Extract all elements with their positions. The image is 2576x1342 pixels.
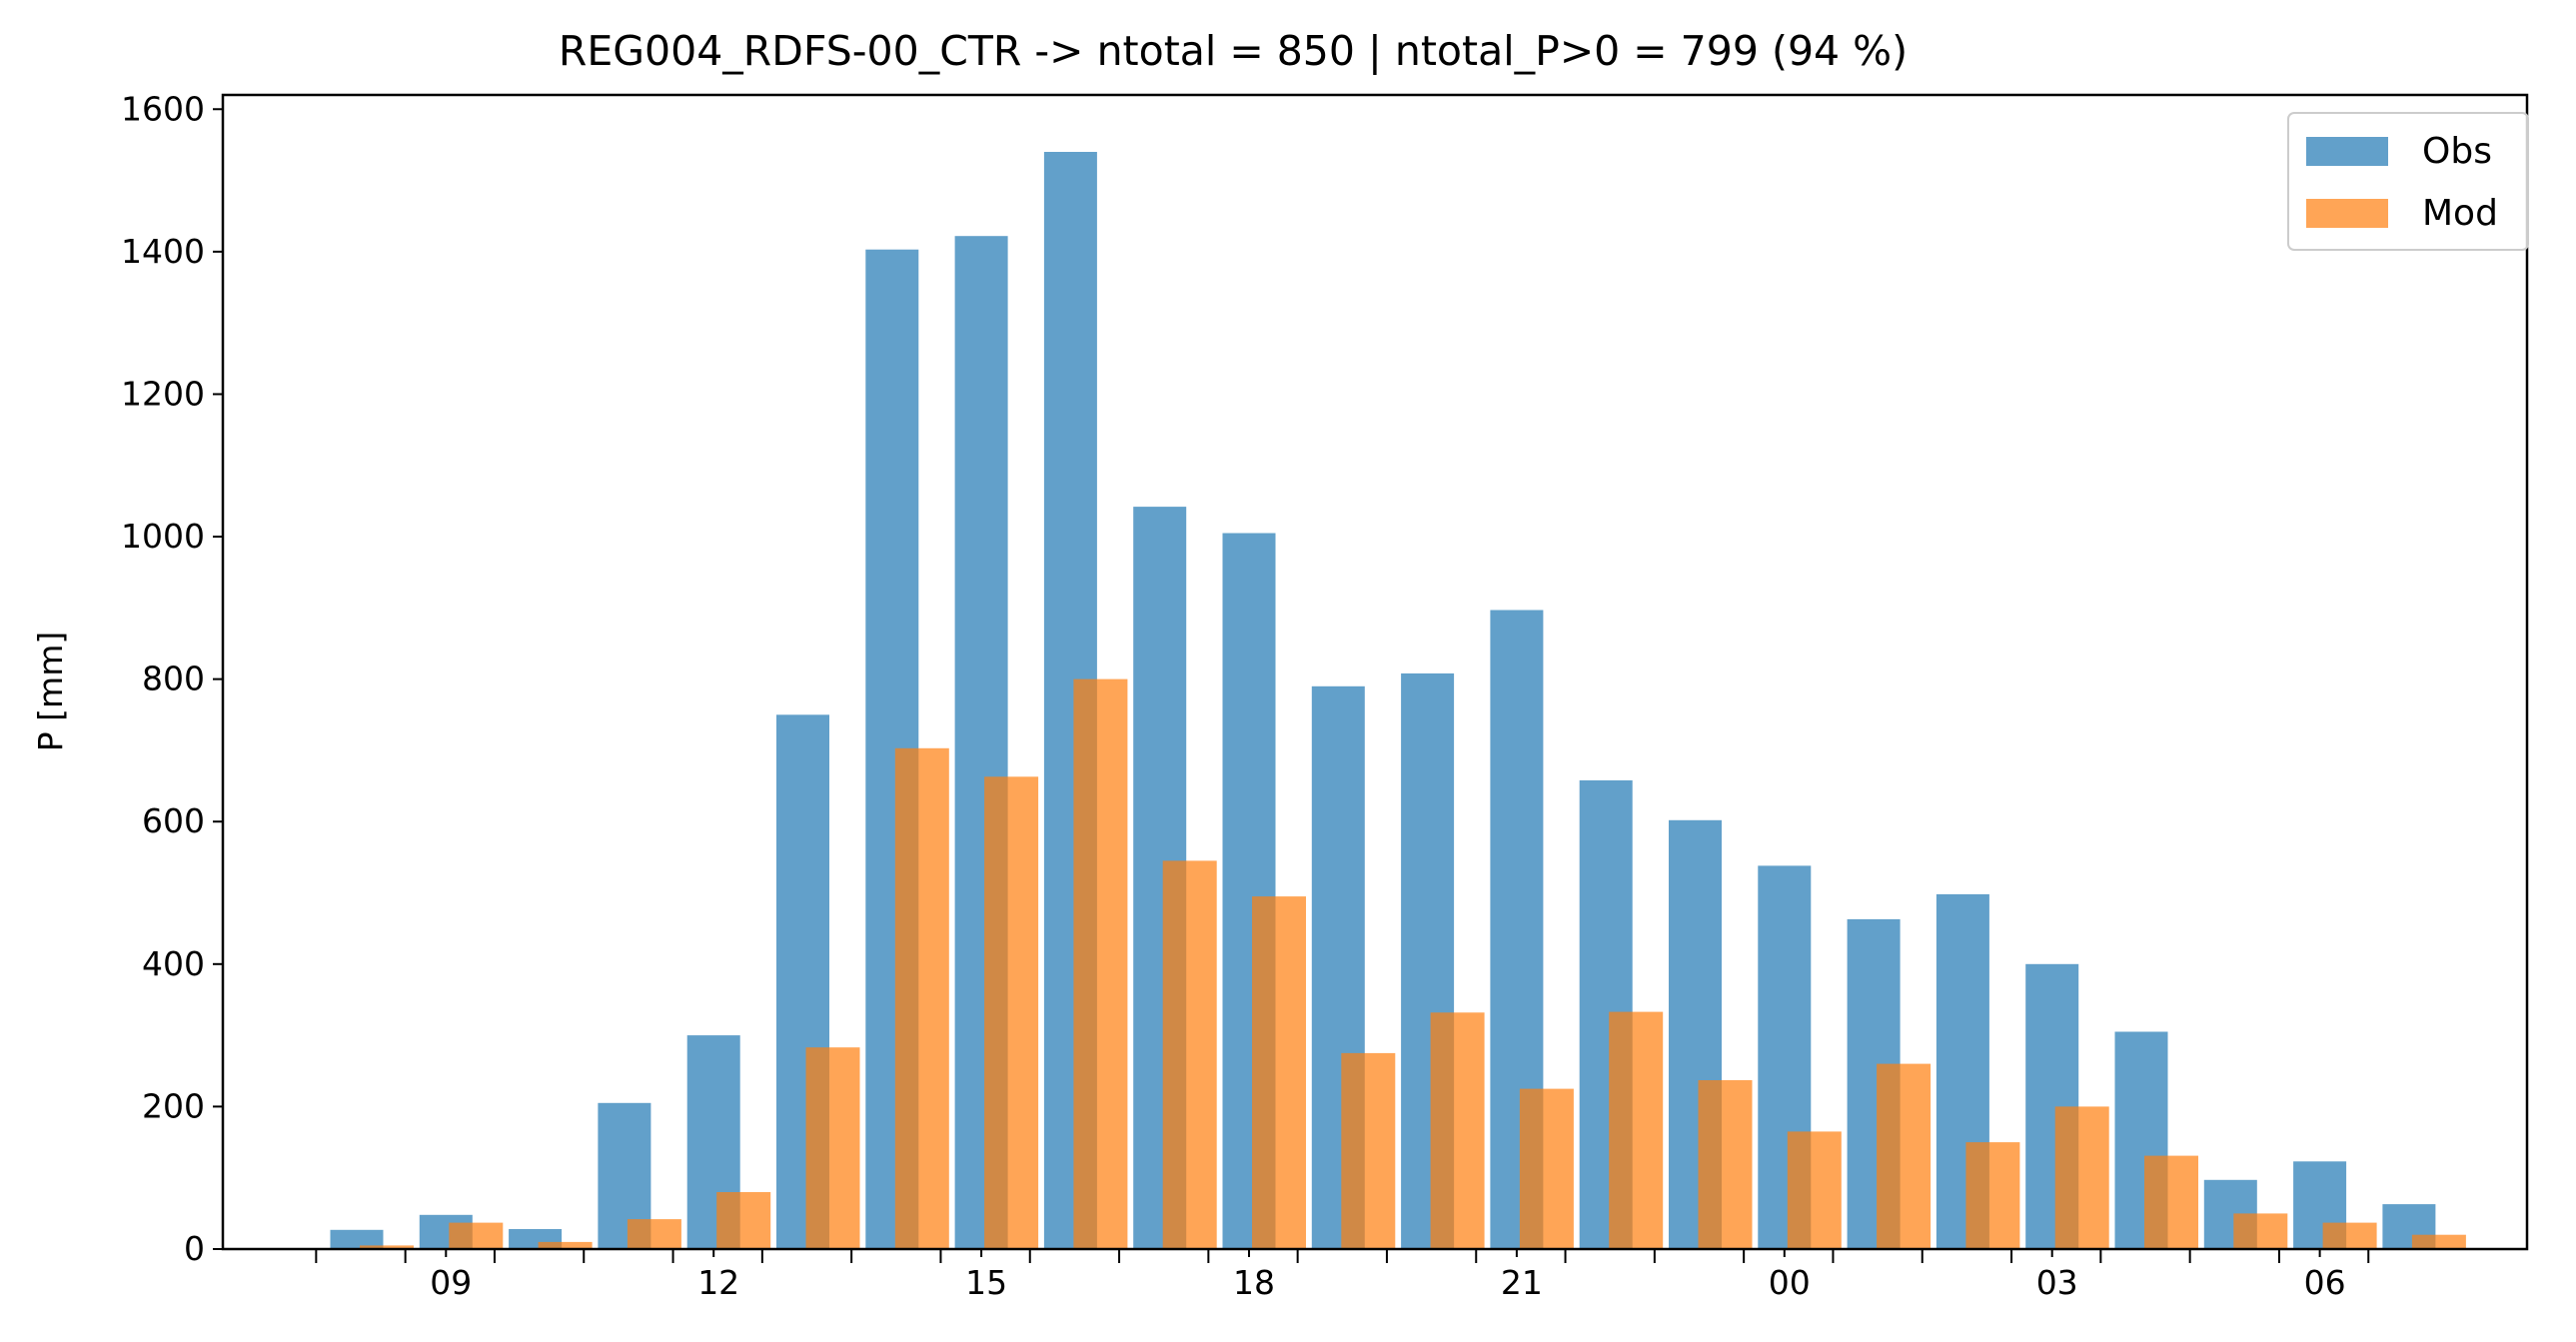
- mod-bar-2: [1965, 1142, 2020, 1249]
- mod-bar-7: [2411, 1234, 2466, 1249]
- mod-bar-11: [627, 1219, 681, 1249]
- legend-obs-swatch: [2306, 137, 2388, 166]
- y-tick-label: 1400: [121, 232, 205, 271]
- mod-bar-14: [894, 747, 949, 1249]
- legend-mod-swatch: [2306, 199, 2388, 228]
- y-axis-ticks: 0 200 400 600 800 1000 1200 1400 1600: [121, 89, 223, 1268]
- mod-bar-3: [2054, 1106, 2109, 1249]
- y-tick-label: 0: [184, 1229, 205, 1268]
- mod-bar-8: [360, 1245, 414, 1249]
- x-tick-label: 21: [1501, 1263, 1543, 1302]
- mod-bar-5: [2233, 1213, 2288, 1249]
- y-tick-label: 200: [142, 1086, 205, 1125]
- mod-bar-19: [1341, 1052, 1396, 1249]
- chart-title: REG004_RDFS-00_CTR -> ntotal = 850 | nto…: [559, 27, 1908, 75]
- mod-bar-4: [2144, 1155, 2198, 1249]
- obs-bar-8: [330, 1229, 384, 1250]
- mod-bar-22: [1609, 1011, 1664, 1249]
- mod-bar-17: [1162, 860, 1217, 1249]
- x-tick-label: 09: [430, 1263, 472, 1302]
- mod-bar-12: [716, 1192, 771, 1249]
- x-axis-ticks: 09 12 15 18 21 00 03 06: [315, 1249, 2370, 1302]
- mod-bar-16: [1073, 678, 1128, 1249]
- mod-bar-6: [2322, 1222, 2377, 1249]
- x-tick-label: 03: [2036, 1263, 2078, 1302]
- legend-mod-label: Mod: [2422, 193, 2498, 234]
- axes: [221, 93, 2529, 1251]
- y-tick-label: 1200: [121, 374, 205, 413]
- x-tick-label: 15: [965, 1263, 1007, 1302]
- x-tick-label: 06: [2304, 1263, 2346, 1302]
- plot-frame: [221, 93, 2529, 1251]
- y-axis-label: P [mm]: [31, 632, 70, 751]
- y-tick-label: 1000: [121, 517, 205, 556]
- mod-bar-9: [449, 1222, 504, 1249]
- legend[interactable]: Obs Mod: [2287, 112, 2529, 251]
- mod-bar-1: [1877, 1063, 1932, 1249]
- y-tick-label: 600: [142, 801, 205, 840]
- x-tick-label: 12: [697, 1263, 739, 1302]
- mod-bar-13: [805, 1047, 860, 1249]
- mod-bar-23: [1698, 1080, 1753, 1249]
- mod-bar-15: [984, 776, 1039, 1249]
- y-tick-label: 400: [142, 944, 205, 983]
- x-tick-label: 00: [1769, 1263, 1811, 1302]
- mod-bar-18: [1252, 896, 1306, 1249]
- mod-bar-21: [1519, 1088, 1574, 1249]
- y-tick-label: 1600: [121, 89, 205, 128]
- mod-bar-0: [1787, 1131, 1842, 1249]
- y-tick-label: 800: [142, 660, 205, 698]
- mod-bar-10: [538, 1241, 593, 1249]
- legend-obs-label: Obs: [2422, 131, 2492, 172]
- mod-bar-20: [1430, 1012, 1485, 1249]
- x-tick-label: 18: [1233, 1263, 1275, 1302]
- mod-series: [360, 678, 2466, 1249]
